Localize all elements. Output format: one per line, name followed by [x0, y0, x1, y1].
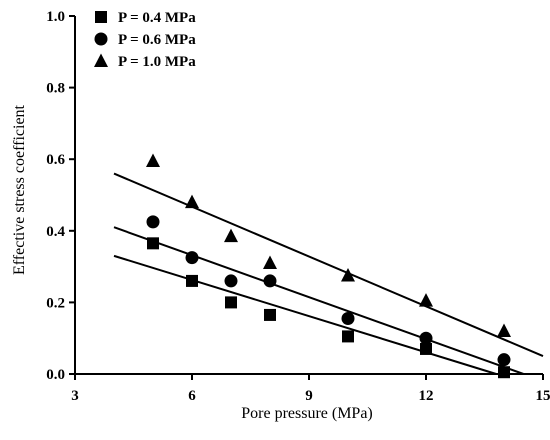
trend-lines — [113, 172, 544, 375]
data-point-square — [342, 330, 354, 343]
legend-marker-triangle — [94, 53, 108, 67]
y-tick-label: 0.8 — [46, 81, 65, 97]
trend-line-square — [113, 254, 497, 375]
data-points — [146, 153, 511, 379]
x-tick-label: 15 — [536, 388, 550, 404]
x-tick-label: 6 — [188, 388, 196, 404]
data-point-circle — [224, 274, 238, 288]
data-point-triangle — [419, 293, 433, 307]
y-tick-label: 0.4 — [46, 224, 65, 240]
y-axis-label: Effective stress coefficient — [11, 104, 28, 275]
data-point-circle — [419, 331, 433, 345]
x-tick-label: 12 — [419, 388, 434, 404]
y-tick-label: 0.0 — [46, 367, 65, 383]
data-point-triangle — [146, 153, 160, 167]
ticks: 3 6 9 12 15 0.0 0.2 0.4 0.6 0.8 1.0 — [46, 9, 550, 404]
legend-label: P = 0.4 MPa — [118, 10, 196, 26]
x-axis-label: Pore pressure (MPa) — [241, 405, 373, 422]
data-point-circle — [146, 215, 160, 229]
data-point-square — [186, 274, 198, 287]
legend: P = 0.4 MPa P = 0.6 MPa P = 1.0 MPa — [94, 10, 196, 70]
trend-line-circle — [113, 226, 524, 375]
x-tick-label: 9 — [305, 388, 313, 404]
data-point-square — [264, 308, 276, 321]
legend-label: P = 0.6 MPa — [118, 32, 196, 48]
data-point-triangle — [224, 228, 238, 243]
data-point-triangle — [497, 323, 511, 338]
data-point-circle — [263, 274, 277, 288]
y-tick-label: 0.2 — [46, 295, 65, 311]
data-point-circle — [497, 353, 511, 367]
data-point-triangle — [185, 194, 199, 209]
data-point-triangle — [341, 268, 355, 282]
data-point-circle — [185, 251, 199, 265]
x-tick-label: 3 — [71, 388, 79, 404]
legend-label: P = 1.0 MPa — [118, 54, 196, 70]
y-tick-label: 1.0 — [46, 9, 65, 25]
trend-line-triangle — [113, 172, 544, 358]
data-point-square — [225, 296, 237, 309]
data-point-square — [420, 342, 432, 355]
legend-marker-circle — [94, 32, 108, 46]
data-point-triangle — [263, 255, 277, 270]
data-point-square — [147, 237, 159, 250]
legend-marker-square — [95, 11, 107, 23]
data-point-circle — [341, 312, 355, 326]
y-tick-label: 0.6 — [46, 152, 65, 168]
data-point-square — [498, 366, 510, 379]
